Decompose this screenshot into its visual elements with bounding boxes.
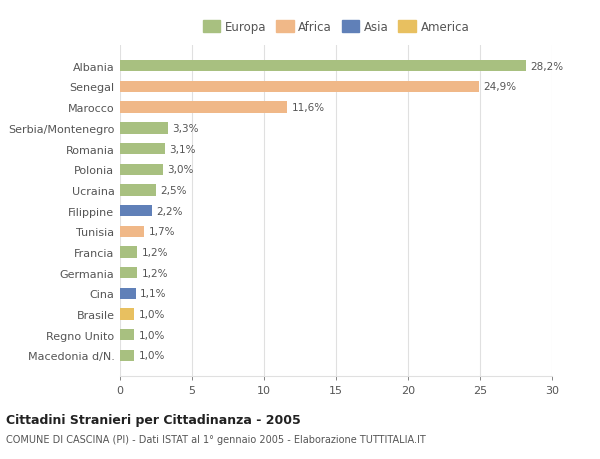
Bar <box>120 288 136 299</box>
Bar <box>120 247 137 258</box>
Text: 1,0%: 1,0% <box>139 351 165 361</box>
Text: 3,1%: 3,1% <box>169 144 196 154</box>
Text: 2,2%: 2,2% <box>156 206 182 216</box>
Bar <box>120 82 479 93</box>
Text: 1,0%: 1,0% <box>139 330 165 340</box>
Text: 24,9%: 24,9% <box>483 82 516 92</box>
Text: 3,0%: 3,0% <box>167 165 194 175</box>
Bar <box>120 330 134 341</box>
Text: 1,0%: 1,0% <box>139 309 165 319</box>
Bar <box>120 102 287 113</box>
Text: 1,2%: 1,2% <box>142 268 168 278</box>
Bar <box>120 144 164 155</box>
Text: 1,1%: 1,1% <box>140 289 167 299</box>
Bar <box>120 206 152 217</box>
Bar <box>120 61 526 72</box>
Text: Cittadini Stranieri per Cittadinanza - 2005: Cittadini Stranieri per Cittadinanza - 2… <box>6 413 301 426</box>
Text: 1,7%: 1,7% <box>149 227 175 237</box>
Bar <box>120 164 163 175</box>
Bar <box>120 350 134 361</box>
Text: 2,5%: 2,5% <box>160 185 187 196</box>
Text: 11,6%: 11,6% <box>292 103 325 113</box>
Legend: Europa, Africa, Asia, America: Europa, Africa, Asia, America <box>200 19 472 36</box>
Bar <box>120 226 145 237</box>
Bar <box>120 123 167 134</box>
Bar <box>120 309 134 320</box>
Bar <box>120 185 156 196</box>
Text: 3,3%: 3,3% <box>172 123 199 134</box>
Bar <box>120 268 137 279</box>
Text: COMUNE DI CASCINA (PI) - Dati ISTAT al 1° gennaio 2005 - Elaborazione TUTTITALIA: COMUNE DI CASCINA (PI) - Dati ISTAT al 1… <box>6 434 426 444</box>
Text: 1,2%: 1,2% <box>142 247 168 257</box>
Text: 28,2%: 28,2% <box>530 62 563 72</box>
